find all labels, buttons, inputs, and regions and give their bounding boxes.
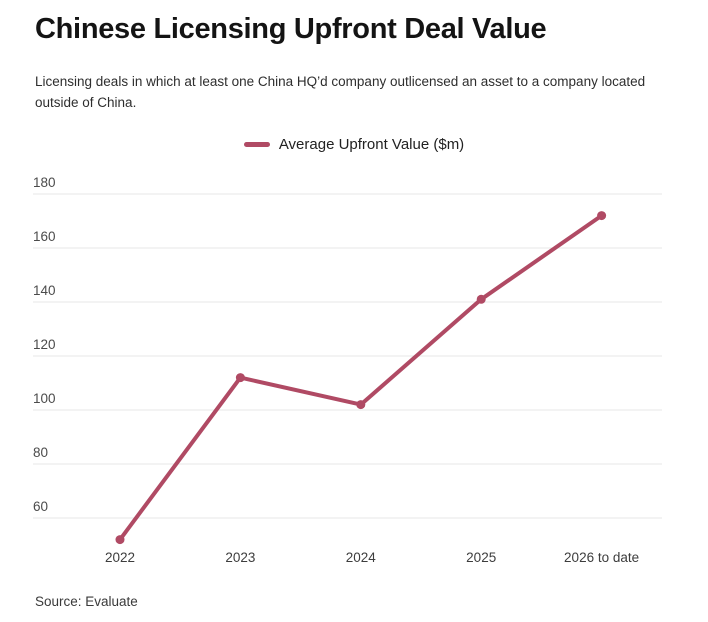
line-chart: 180 160 140 120 100 80 60 2022 2023 2024 2025 2026 … [33,175,662,565]
x-axis-tick-label: 2025 [466,550,496,565]
data-point-2022[interactable] [115,535,125,545]
legend-line-swatch [243,142,270,147]
y-axis-tick-label: 60 [33,499,48,514]
legend-label: Average Upfront Value ($m) [278,136,465,153]
y-axis-tick-label: 100 [33,391,56,406]
y-axis-tick-label: 80 [33,445,48,460]
data-point-2024[interactable] [356,400,366,410]
chart-legend: Average Upfront Value ($m) [0,136,708,153]
x-axis-tick-label: 2023 [225,550,255,565]
data-point-2026-to-date[interactable] [597,211,607,221]
source-note: Source: Evaluate [35,594,138,609]
x-axis-tick-label: 2024 [346,550,377,565]
series-line-average-upfront-value [118,213,604,542]
x-axis-tick-label: 2022 [105,550,135,565]
y-axis-tick-label: 160 [33,229,56,244]
chart-subtitle: Licensing deals in which at least one Ch… [35,74,646,110]
page-title: Chinese Licensing Upfront Deal Value [35,13,547,45]
data-point-2023[interactable] [235,373,245,383]
x-axis-tick-label: 2026 to date [564,550,639,565]
y-axis-tick-label: 120 [33,337,56,352]
y-axis-tick-label: 180 [33,175,56,190]
y-axis-tick-label: 140 [33,283,56,298]
data-point-2025[interactable] [476,294,486,304]
